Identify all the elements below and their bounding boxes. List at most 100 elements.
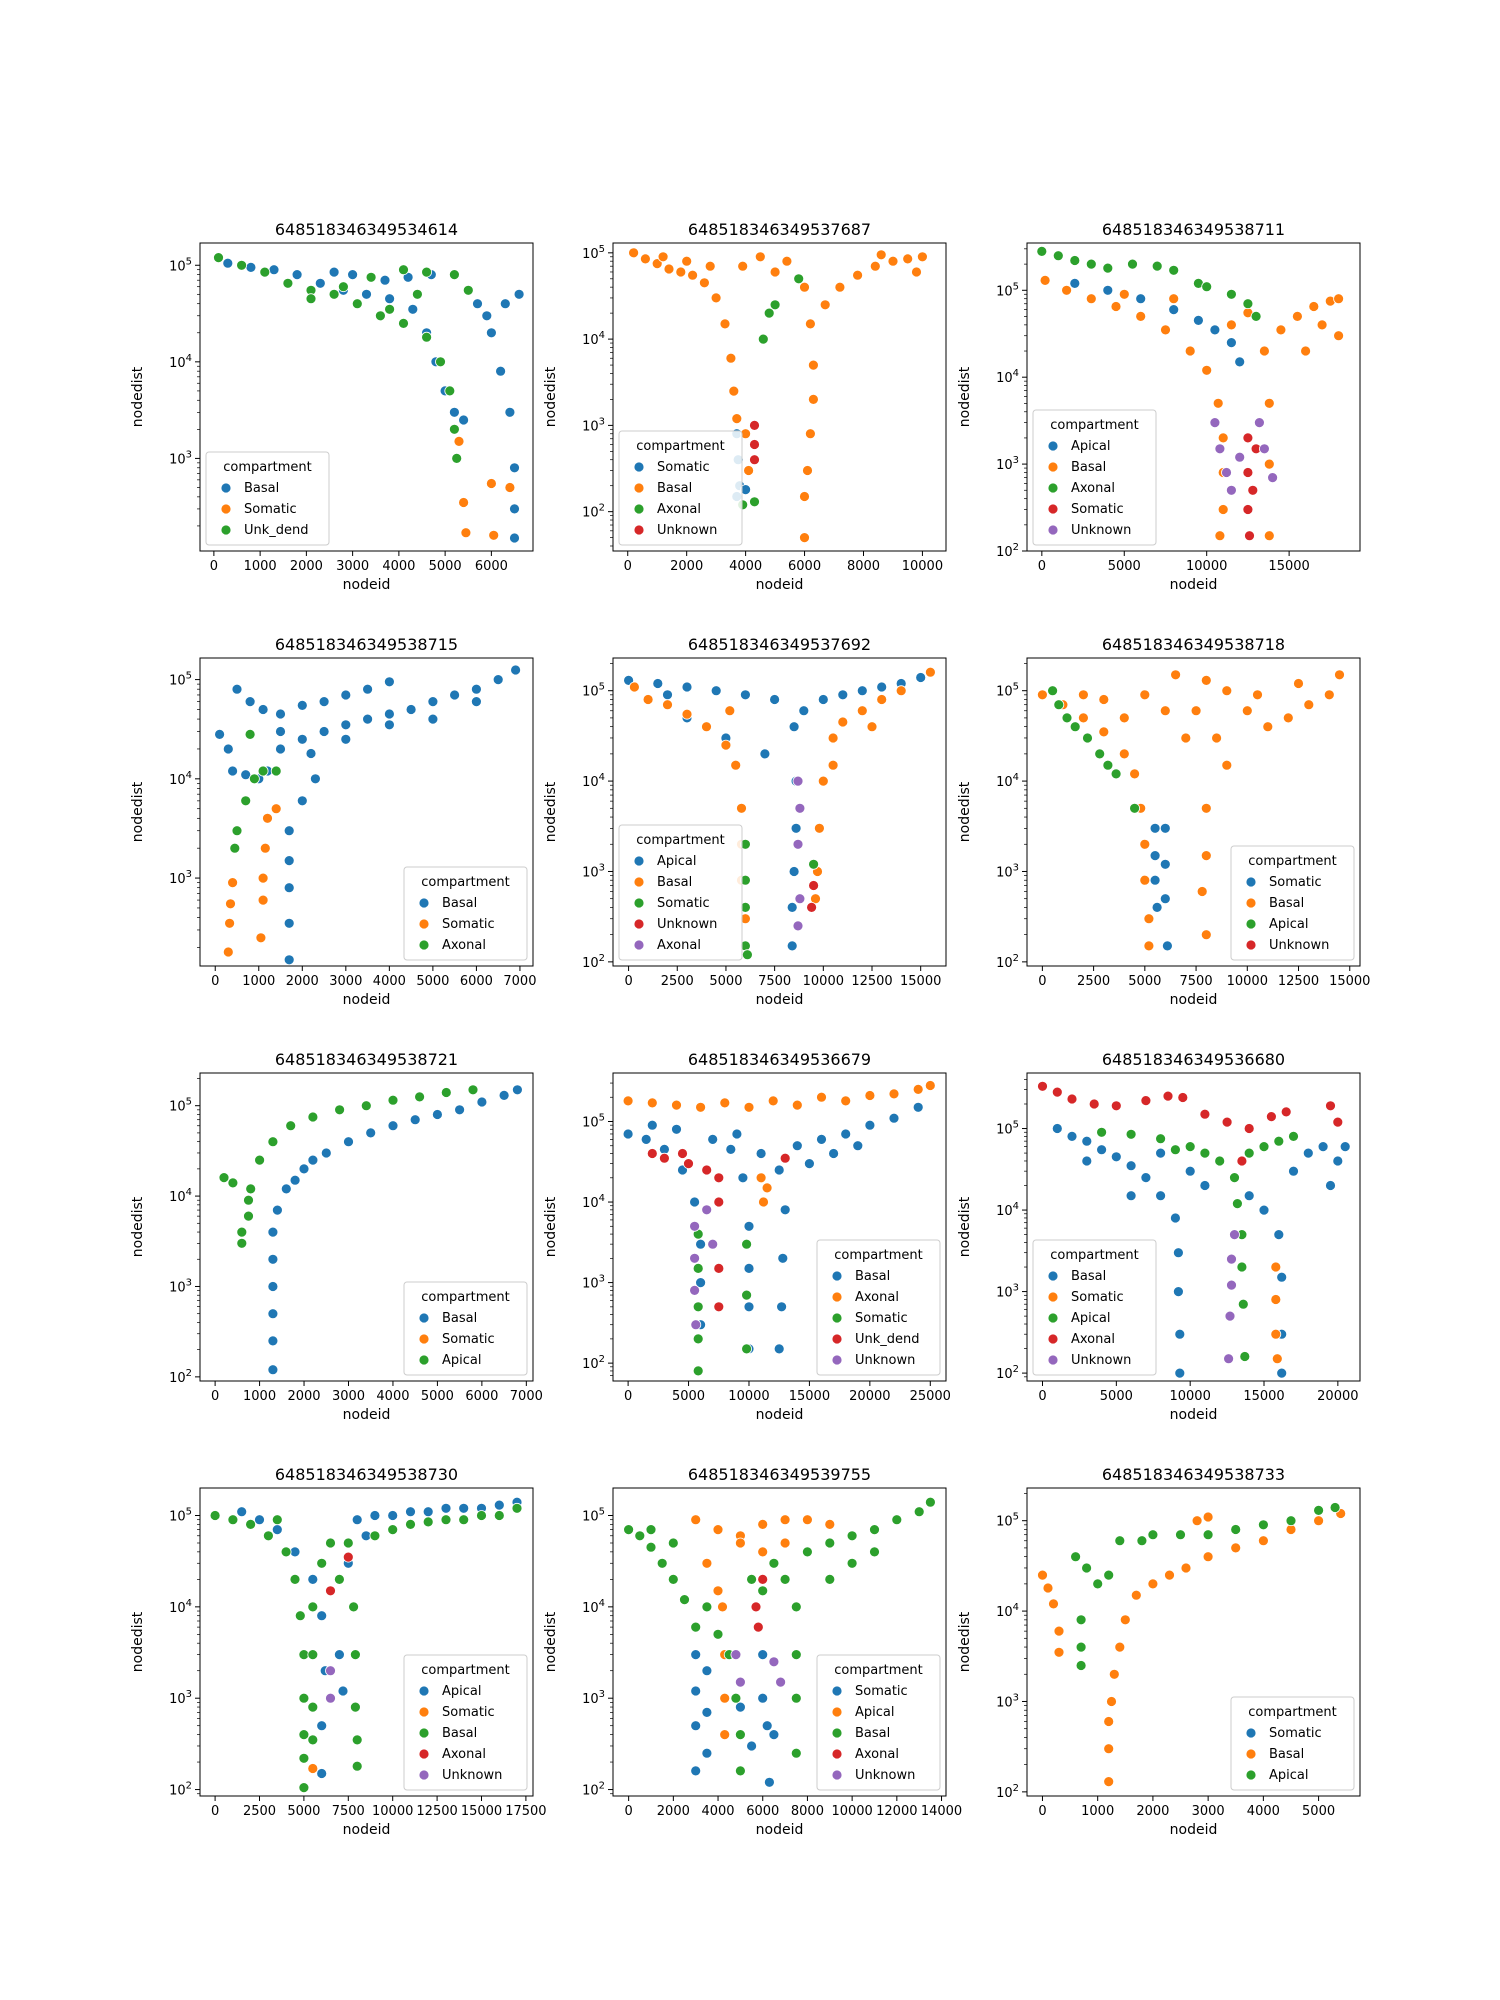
data-point <box>1139 838 1151 850</box>
data-point <box>749 419 760 431</box>
x-axis-label: nodeid <box>1170 577 1218 593</box>
data-point <box>1143 913 1155 925</box>
data-point <box>259 842 271 854</box>
legend-title: compartment <box>223 460 311 475</box>
data-point <box>1075 1641 1087 1653</box>
x-tick-label: 12500 <box>851 974 892 989</box>
data-point <box>683 1158 694 1169</box>
data-point <box>681 708 693 720</box>
data-point <box>1273 1135 1285 1147</box>
data-point <box>422 1516 434 1528</box>
data-point <box>1224 1310 1236 1322</box>
data-point <box>1042 1582 1054 1594</box>
data-point <box>689 1220 700 1232</box>
x-tick-label: 10000 <box>1186 559 1227 574</box>
data-point <box>1270 1261 1282 1273</box>
data-point <box>704 260 716 272</box>
data-point <box>1334 669 1345 681</box>
data-point <box>1332 1116 1344 1128</box>
data-point <box>1325 1180 1336 1191</box>
y-axis-label: nodedist <box>543 1196 559 1257</box>
data-point <box>1236 1155 1248 1167</box>
legend-box <box>618 824 743 961</box>
data-point <box>369 1530 381 1542</box>
y-axis-label: nodedist <box>957 781 973 842</box>
data-point <box>1168 293 1180 305</box>
data-point <box>713 1263 725 1274</box>
data-point <box>224 917 236 929</box>
data-point <box>808 359 819 371</box>
data-point <box>493 1510 505 1521</box>
data-point <box>755 1172 767 1184</box>
data-point <box>712 1585 724 1597</box>
data-point <box>493 1499 505 1511</box>
x-tick-label: 2000 <box>657 1804 690 1819</box>
axes-frame <box>199 1487 534 1797</box>
subplot-11: 648518346349538733 0 1000 2000 3000 4000 5000 1… <box>957 1465 1361 1838</box>
axes-frame <box>199 242 534 552</box>
y-tick-label: 105 <box>582 682 605 700</box>
data-point <box>724 705 736 717</box>
data-point <box>728 385 740 397</box>
data-point <box>1317 1141 1329 1152</box>
data-point <box>270 765 282 777</box>
data-point <box>1155 1190 1166 1202</box>
data-point <box>325 1692 336 1704</box>
data-point <box>1280 1106 1292 1118</box>
data-point <box>305 748 317 759</box>
data-point <box>681 681 693 693</box>
data-point <box>374 310 386 322</box>
y-tick-label: 103 <box>582 862 605 880</box>
legend-marker <box>633 918 645 930</box>
data-point <box>791 1140 803 1152</box>
y-tick-label: 103 <box>169 449 192 467</box>
data-point <box>229 842 241 854</box>
data-point <box>236 1237 248 1249</box>
data-point <box>285 1120 297 1132</box>
data-point <box>275 743 286 755</box>
legend-marker <box>1245 897 1257 909</box>
data-point <box>1118 712 1130 724</box>
data-point <box>1313 1505 1324 1516</box>
data-point <box>808 880 819 891</box>
data-point <box>209 1510 221 1521</box>
data-point <box>768 1557 780 1569</box>
data-point <box>1247 484 1259 496</box>
y-axis-label: nodedist <box>957 1611 973 1672</box>
data-point <box>1103 1743 1115 1755</box>
y-tick-label: 103 <box>582 1689 605 1707</box>
data-point <box>779 1152 791 1164</box>
y-axis-label: nodedist <box>130 366 146 427</box>
data-point <box>799 281 810 293</box>
data-point <box>713 1196 725 1208</box>
data-point <box>719 1097 731 1109</box>
legend-marker <box>831 1312 843 1324</box>
data-point <box>690 1649 702 1660</box>
legend-marker <box>1047 1312 1059 1324</box>
data-point <box>828 1148 839 1159</box>
data-point <box>1201 364 1213 376</box>
data-point <box>701 1665 713 1677</box>
data-point <box>476 1510 487 1521</box>
x-tick-label: 10000 <box>1227 974 1268 989</box>
data-point <box>767 1095 779 1107</box>
legend-box <box>816 1239 941 1376</box>
x-tick-label: 5000 <box>429 559 462 574</box>
data-point <box>731 413 743 425</box>
data-point <box>1276 1271 1288 1283</box>
data-point <box>337 281 349 293</box>
data-point <box>398 317 409 329</box>
data-point <box>869 1546 880 1558</box>
data-point <box>1313 1515 1324 1527</box>
data-point <box>1196 886 1208 897</box>
data-point <box>307 1734 319 1746</box>
data-point <box>790 1649 802 1660</box>
data-point <box>790 822 802 834</box>
data-point <box>712 1628 724 1640</box>
data-point <box>262 1530 274 1542</box>
data-point <box>1180 732 1192 744</box>
y-axis-label: nodedist <box>543 366 559 427</box>
x-tick-label: 2500 <box>661 974 694 989</box>
data-point <box>296 700 308 711</box>
x-tick-label: 0 <box>211 974 219 989</box>
